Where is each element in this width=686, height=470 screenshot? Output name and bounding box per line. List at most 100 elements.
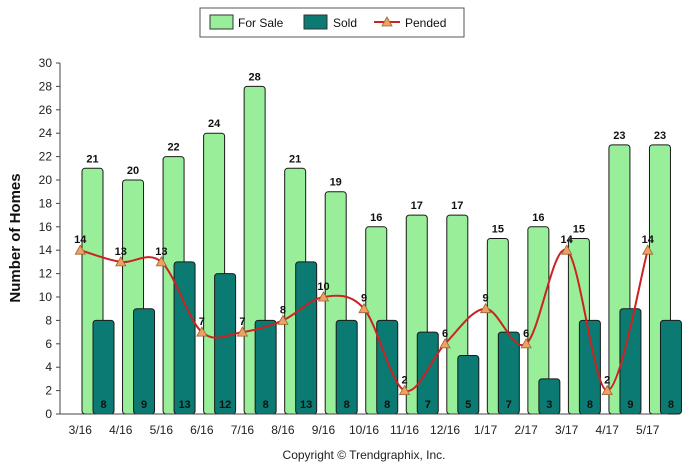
y-tick-label: 6 xyxy=(45,337,52,351)
data-label-pended: 6 xyxy=(442,328,448,340)
x-tick-label: 10/16 xyxy=(349,423,379,437)
y-tick-label: 12 xyxy=(39,267,53,281)
data-label-sold: 7 xyxy=(425,399,431,411)
data-label-sold: 12 xyxy=(219,399,231,411)
y-tick-label: 2 xyxy=(45,384,52,398)
data-label-sold: 9 xyxy=(627,399,633,411)
point-pended xyxy=(358,302,370,314)
y-tick-label: 26 xyxy=(39,103,53,117)
y-tick-label: 10 xyxy=(39,290,53,304)
data-label-sold: 8 xyxy=(263,399,269,411)
x-tick-label: 6/16 xyxy=(190,423,214,437)
data-label-sold: 8 xyxy=(100,399,106,411)
y-tick-label: 24 xyxy=(39,126,53,140)
copyright-text: Copyright © Trendgraphix, Inc. xyxy=(283,448,446,462)
point-pended xyxy=(317,291,330,302)
point-pended xyxy=(398,384,411,396)
legend-label-pended: Pended xyxy=(405,16,446,30)
point-pended xyxy=(277,314,289,325)
y-tick-label: 16 xyxy=(39,220,53,234)
x-tick-label: 4/16 xyxy=(109,423,133,437)
x-tick-label: 5/17 xyxy=(636,423,660,437)
data-label-for-sale: 21 xyxy=(289,153,301,165)
data-label-pended: 7 xyxy=(199,316,205,328)
point-pended xyxy=(520,337,532,349)
y-tick-label: 22 xyxy=(39,150,53,164)
data-label-sold: 7 xyxy=(506,399,512,411)
point-pended xyxy=(115,256,127,267)
y-tick-label: 8 xyxy=(45,313,52,327)
data-label-pended: 7 xyxy=(239,316,245,328)
data-label-pended: 10 xyxy=(317,281,329,293)
data-label-sold: 8 xyxy=(344,399,350,411)
data-label-pended: 6 xyxy=(523,328,529,340)
data-label-pended: 14 xyxy=(74,234,87,246)
point-pended xyxy=(74,244,86,255)
bar-sold xyxy=(173,261,196,415)
data-label-pended: 13 xyxy=(115,246,127,258)
x-tick-label: 4/17 xyxy=(596,423,620,437)
data-label-sold: 3 xyxy=(546,399,552,411)
point-pended xyxy=(196,326,208,337)
legend-label-for-sale: For Sale xyxy=(238,16,284,30)
y-tick-label: 0 xyxy=(45,407,52,421)
point-pended xyxy=(560,244,573,255)
legend-label-sold: Sold xyxy=(333,16,357,30)
data-label-sold: 13 xyxy=(300,399,312,411)
legend-marker-pended xyxy=(381,16,393,27)
data-label-for-sale: 28 xyxy=(249,71,261,83)
point-pended xyxy=(155,256,168,267)
bar-sold xyxy=(214,273,237,415)
data-label-for-sale: 19 xyxy=(330,177,342,189)
data-label-sold: 8 xyxy=(668,399,674,411)
legend-swatch-for-sale xyxy=(209,14,234,30)
data-label-pended: 8 xyxy=(280,304,286,316)
data-label-pended: 2 xyxy=(401,375,407,387)
x-tick-label: 7/16 xyxy=(231,423,255,437)
point-pended xyxy=(479,302,492,314)
x-tick-label: 3/16 xyxy=(69,423,93,437)
data-label-pended: 14 xyxy=(642,234,655,246)
point-pended xyxy=(236,326,249,337)
data-label-for-sale: 15 xyxy=(573,224,585,236)
data-label-sold: 8 xyxy=(384,399,390,411)
data-label-sold: 9 xyxy=(141,399,147,411)
data-label-pended: 14 xyxy=(561,234,574,246)
point-pended xyxy=(601,384,613,396)
x-tick-label: 2/17 xyxy=(514,423,538,437)
y-tick-label: 30 xyxy=(39,56,53,70)
data-label-sold: 13 xyxy=(178,399,190,411)
y-tick-label: 14 xyxy=(39,243,53,257)
point-pended xyxy=(439,337,451,349)
data-label-for-sale: 20 xyxy=(127,165,139,177)
data-label-for-sale: 23 xyxy=(654,130,666,142)
y-tick-label: 20 xyxy=(39,173,53,187)
x-tick-label: 12/16 xyxy=(430,423,460,437)
x-tick-label: 3/17 xyxy=(555,423,579,437)
data-label-pended: 13 xyxy=(155,246,167,258)
data-label-for-sale: 16 xyxy=(370,212,382,224)
legend-swatch-sold xyxy=(303,14,328,30)
plot-area: 0246810121416182022242628302183/162094/1… xyxy=(39,56,682,437)
x-tick-label: 1/17 xyxy=(474,423,498,437)
data-label-for-sale: 22 xyxy=(167,142,179,154)
x-tick-label: 9/16 xyxy=(312,423,336,437)
x-tick-label: 11/16 xyxy=(390,423,419,437)
data-label-for-sale: 15 xyxy=(492,224,504,236)
data-label-for-sale: 17 xyxy=(411,200,423,212)
legend: For Sale Sold Pended xyxy=(199,7,465,38)
data-label-sold: 5 xyxy=(465,399,471,411)
y-axis-label: Number of Homes xyxy=(7,173,24,302)
point-pended xyxy=(642,244,654,255)
data-label-for-sale: 16 xyxy=(532,212,544,224)
data-label-sold: 8 xyxy=(587,399,593,411)
y-tick-label: 28 xyxy=(39,79,53,93)
data-label-for-sale: 23 xyxy=(613,130,625,142)
x-tick-label: 5/16 xyxy=(150,423,174,437)
data-label-pended: 2 xyxy=(604,375,610,387)
bar-sold xyxy=(295,261,318,415)
y-tick-label: 4 xyxy=(45,360,52,374)
data-label-for-sale: 21 xyxy=(86,153,98,165)
